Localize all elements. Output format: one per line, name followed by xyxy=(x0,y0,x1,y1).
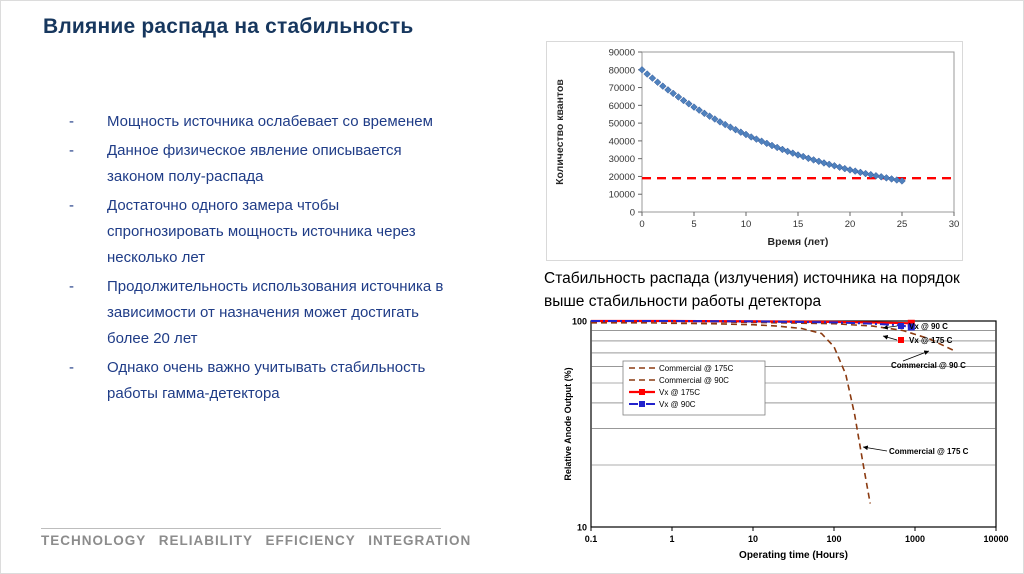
bullet-dash: - xyxy=(69,113,74,130)
y-tick-label: 70000 xyxy=(609,83,635,94)
x-tick-label: 1 xyxy=(669,534,674,544)
x-axis-title: Время (лет) xyxy=(768,236,829,248)
y-tick-label: 90000 xyxy=(609,48,635,59)
bullet-item: - Достаточно одного замера чтобы спрогноз… xyxy=(69,193,509,271)
y-tick-label: 60000 xyxy=(609,101,635,112)
bullet-text: Данное физическое явление описывается за… xyxy=(107,142,402,185)
bullet-item: - Мощность источника ослабевает со времен… xyxy=(69,109,509,135)
y-axis-title: Количество квантов xyxy=(554,79,566,185)
y-tick-label: 100 xyxy=(572,317,587,327)
anode-chart-svg: 10 100 0.1 1 10 100 1000 10000 Commercial @ 175C… xyxy=(563,317,1009,562)
x-tick-label: 20 xyxy=(845,219,856,230)
bullet-item: - Данное физическое явление описывается з… xyxy=(69,138,509,190)
x-tick-label: 0 xyxy=(639,219,644,230)
legend-label: Commercial @ 175C xyxy=(659,364,734,373)
x-tick-label: 25 xyxy=(897,219,908,230)
bullet-text: Продолжительность использования источник… xyxy=(107,278,444,347)
series-end-marker xyxy=(907,323,915,331)
y-tick-label: 50000 xyxy=(609,119,635,130)
y-tick-label: 30000 xyxy=(609,154,635,165)
series-2 xyxy=(591,319,912,325)
plot-area xyxy=(590,320,997,528)
bullet-dash: - xyxy=(69,359,74,376)
legend-label: Commercial @ 90C xyxy=(659,376,729,385)
x-tick-label: 10 xyxy=(741,219,752,230)
series-0 xyxy=(591,322,871,504)
y-tick-label: 80000 xyxy=(609,65,635,76)
bullet-text: Достаточно одного замера чтобы спрогнози… xyxy=(107,197,416,266)
x-tick-label: 30 xyxy=(949,219,960,230)
x-tick-label: 5 xyxy=(691,219,696,230)
x-tick-label: 10000 xyxy=(983,534,1008,544)
annotation-label: Commercial @ 175 C xyxy=(889,447,969,456)
x-tick-label: 100 xyxy=(826,534,841,544)
series-3 xyxy=(591,320,912,328)
bullet-text: Мощность источника ослабевает со времене… xyxy=(107,113,433,130)
annotation-label: Vx @ 175 C xyxy=(909,336,953,345)
y-tick-label: 10000 xyxy=(609,190,635,201)
annotation-label: Commercial @ 90 C xyxy=(891,361,966,370)
footer-divider xyxy=(41,528,441,529)
stability-caption: Стабильность распада (излучения) источни… xyxy=(544,270,960,310)
x-tick-label: 10 xyxy=(748,534,758,544)
decay-series xyxy=(638,66,906,185)
anode-output-chart: 10 100 0.1 1 10 100 1000 10000 Commercial @ 175C… xyxy=(561,315,1021,563)
plot-area xyxy=(641,51,955,213)
series-end-marker xyxy=(907,319,915,327)
bullet-item: - Однако очень важно учитывать стабильнос… xyxy=(69,355,509,407)
decay-chart-svg: 0 10000 20000 30000 40000 50000 60000 70000 8000… xyxy=(554,48,960,249)
footer-motto: TECHNOLOGY RELIABILITY EFFICIENCY INTEGR… xyxy=(41,533,472,548)
decay-chart: 0 10000 20000 30000 40000 50000 60000 70000 8000… xyxy=(546,41,963,261)
legend-box xyxy=(622,360,766,416)
x-tick-label: 0.1 xyxy=(585,534,598,544)
bullet-item: - Продолжительность использования источни… xyxy=(69,274,509,352)
y-tick-label: 10 xyxy=(577,523,587,533)
x-tick-label: 1000 xyxy=(905,534,925,544)
y-tick-label: 0 xyxy=(630,208,635,219)
x-axis-title: Operating time (Hours) xyxy=(739,550,848,561)
bullet-text: Однако очень важно учитывать стабильност… xyxy=(107,359,426,402)
annotation-label: Vx @ 90 C xyxy=(909,322,948,331)
y-tick-label: 20000 xyxy=(609,172,635,183)
bullet-dash: - xyxy=(69,197,74,214)
legend-label: Vx @ 90C xyxy=(659,400,696,409)
page-title: Влияние распада на стабильность xyxy=(43,15,414,38)
y-axis-title: Relative Anode Output (%) xyxy=(563,367,573,480)
bullet-dash: - xyxy=(69,278,74,295)
x-tick-label: 15 xyxy=(793,219,804,230)
bullet-dash: - xyxy=(69,142,74,159)
bullet-list: - Мощность источника ослабевает со времен… xyxy=(69,109,509,410)
y-tick-label: 40000 xyxy=(609,136,635,147)
legend-label: Vx @ 175C xyxy=(659,388,700,397)
